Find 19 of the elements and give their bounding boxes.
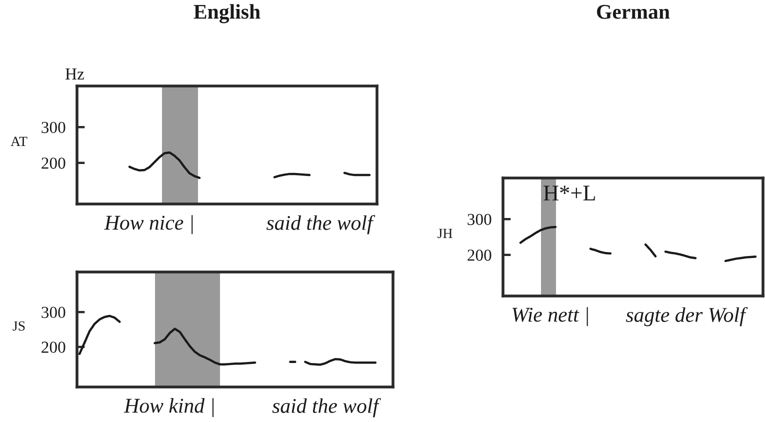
y-tick-label: 200	[468, 250, 492, 261]
y-tick-label: 300	[468, 214, 492, 226]
y-axis-title: AT	[10, 136, 28, 146]
x-tick-label: sagte der Wolf	[626, 307, 748, 326]
y-tick-label: 200	[42, 158, 66, 169]
y-tick-label: 300	[42, 306, 66, 318]
text: Hz	[65, 68, 84, 80]
x-tick-label: said the wolf	[266, 215, 376, 234]
y-tick-label: 200	[42, 342, 66, 353]
annotation: H*+L	[544, 186, 595, 200]
x-tick-label: How kind |	[124, 398, 214, 418]
y-axis-title: JS	[12, 321, 25, 331]
y-axis-title: JH	[438, 228, 452, 238]
x-tick-label: Wie nett |	[512, 307, 588, 326]
x-tick-label: said the wolf	[272, 398, 381, 418]
x-tick-label: How nice |	[104, 215, 193, 234]
y-tick-label: 300	[42, 122, 66, 134]
chart-title: English	[194, 4, 260, 24]
chart-title: German	[596, 4, 670, 19]
